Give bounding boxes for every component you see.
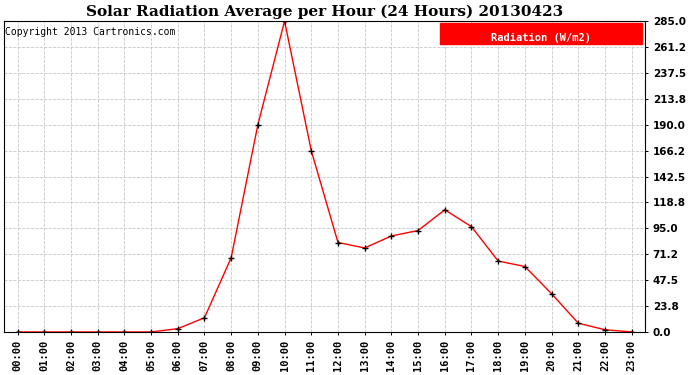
Title: Solar Radiation Average per Hour (24 Hours) 20130423: Solar Radiation Average per Hour (24 Hou… [86, 4, 563, 18]
FancyBboxPatch shape [440, 22, 642, 44]
Text: Radiation (W/m2): Radiation (W/m2) [491, 33, 591, 43]
Text: Copyright 2013 Cartronics.com: Copyright 2013 Cartronics.com [6, 27, 176, 38]
